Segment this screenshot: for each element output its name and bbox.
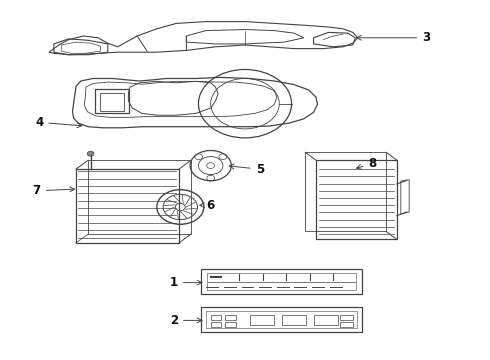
Text: 7: 7: [33, 184, 74, 197]
Circle shape: [87, 151, 94, 156]
Text: 3: 3: [357, 31, 430, 44]
Text: 6: 6: [200, 199, 215, 212]
Text: 1: 1: [170, 276, 202, 289]
Text: 4: 4: [35, 116, 82, 129]
Text: 8: 8: [357, 157, 376, 170]
Text: 2: 2: [170, 314, 202, 327]
Text: 5: 5: [229, 163, 264, 176]
